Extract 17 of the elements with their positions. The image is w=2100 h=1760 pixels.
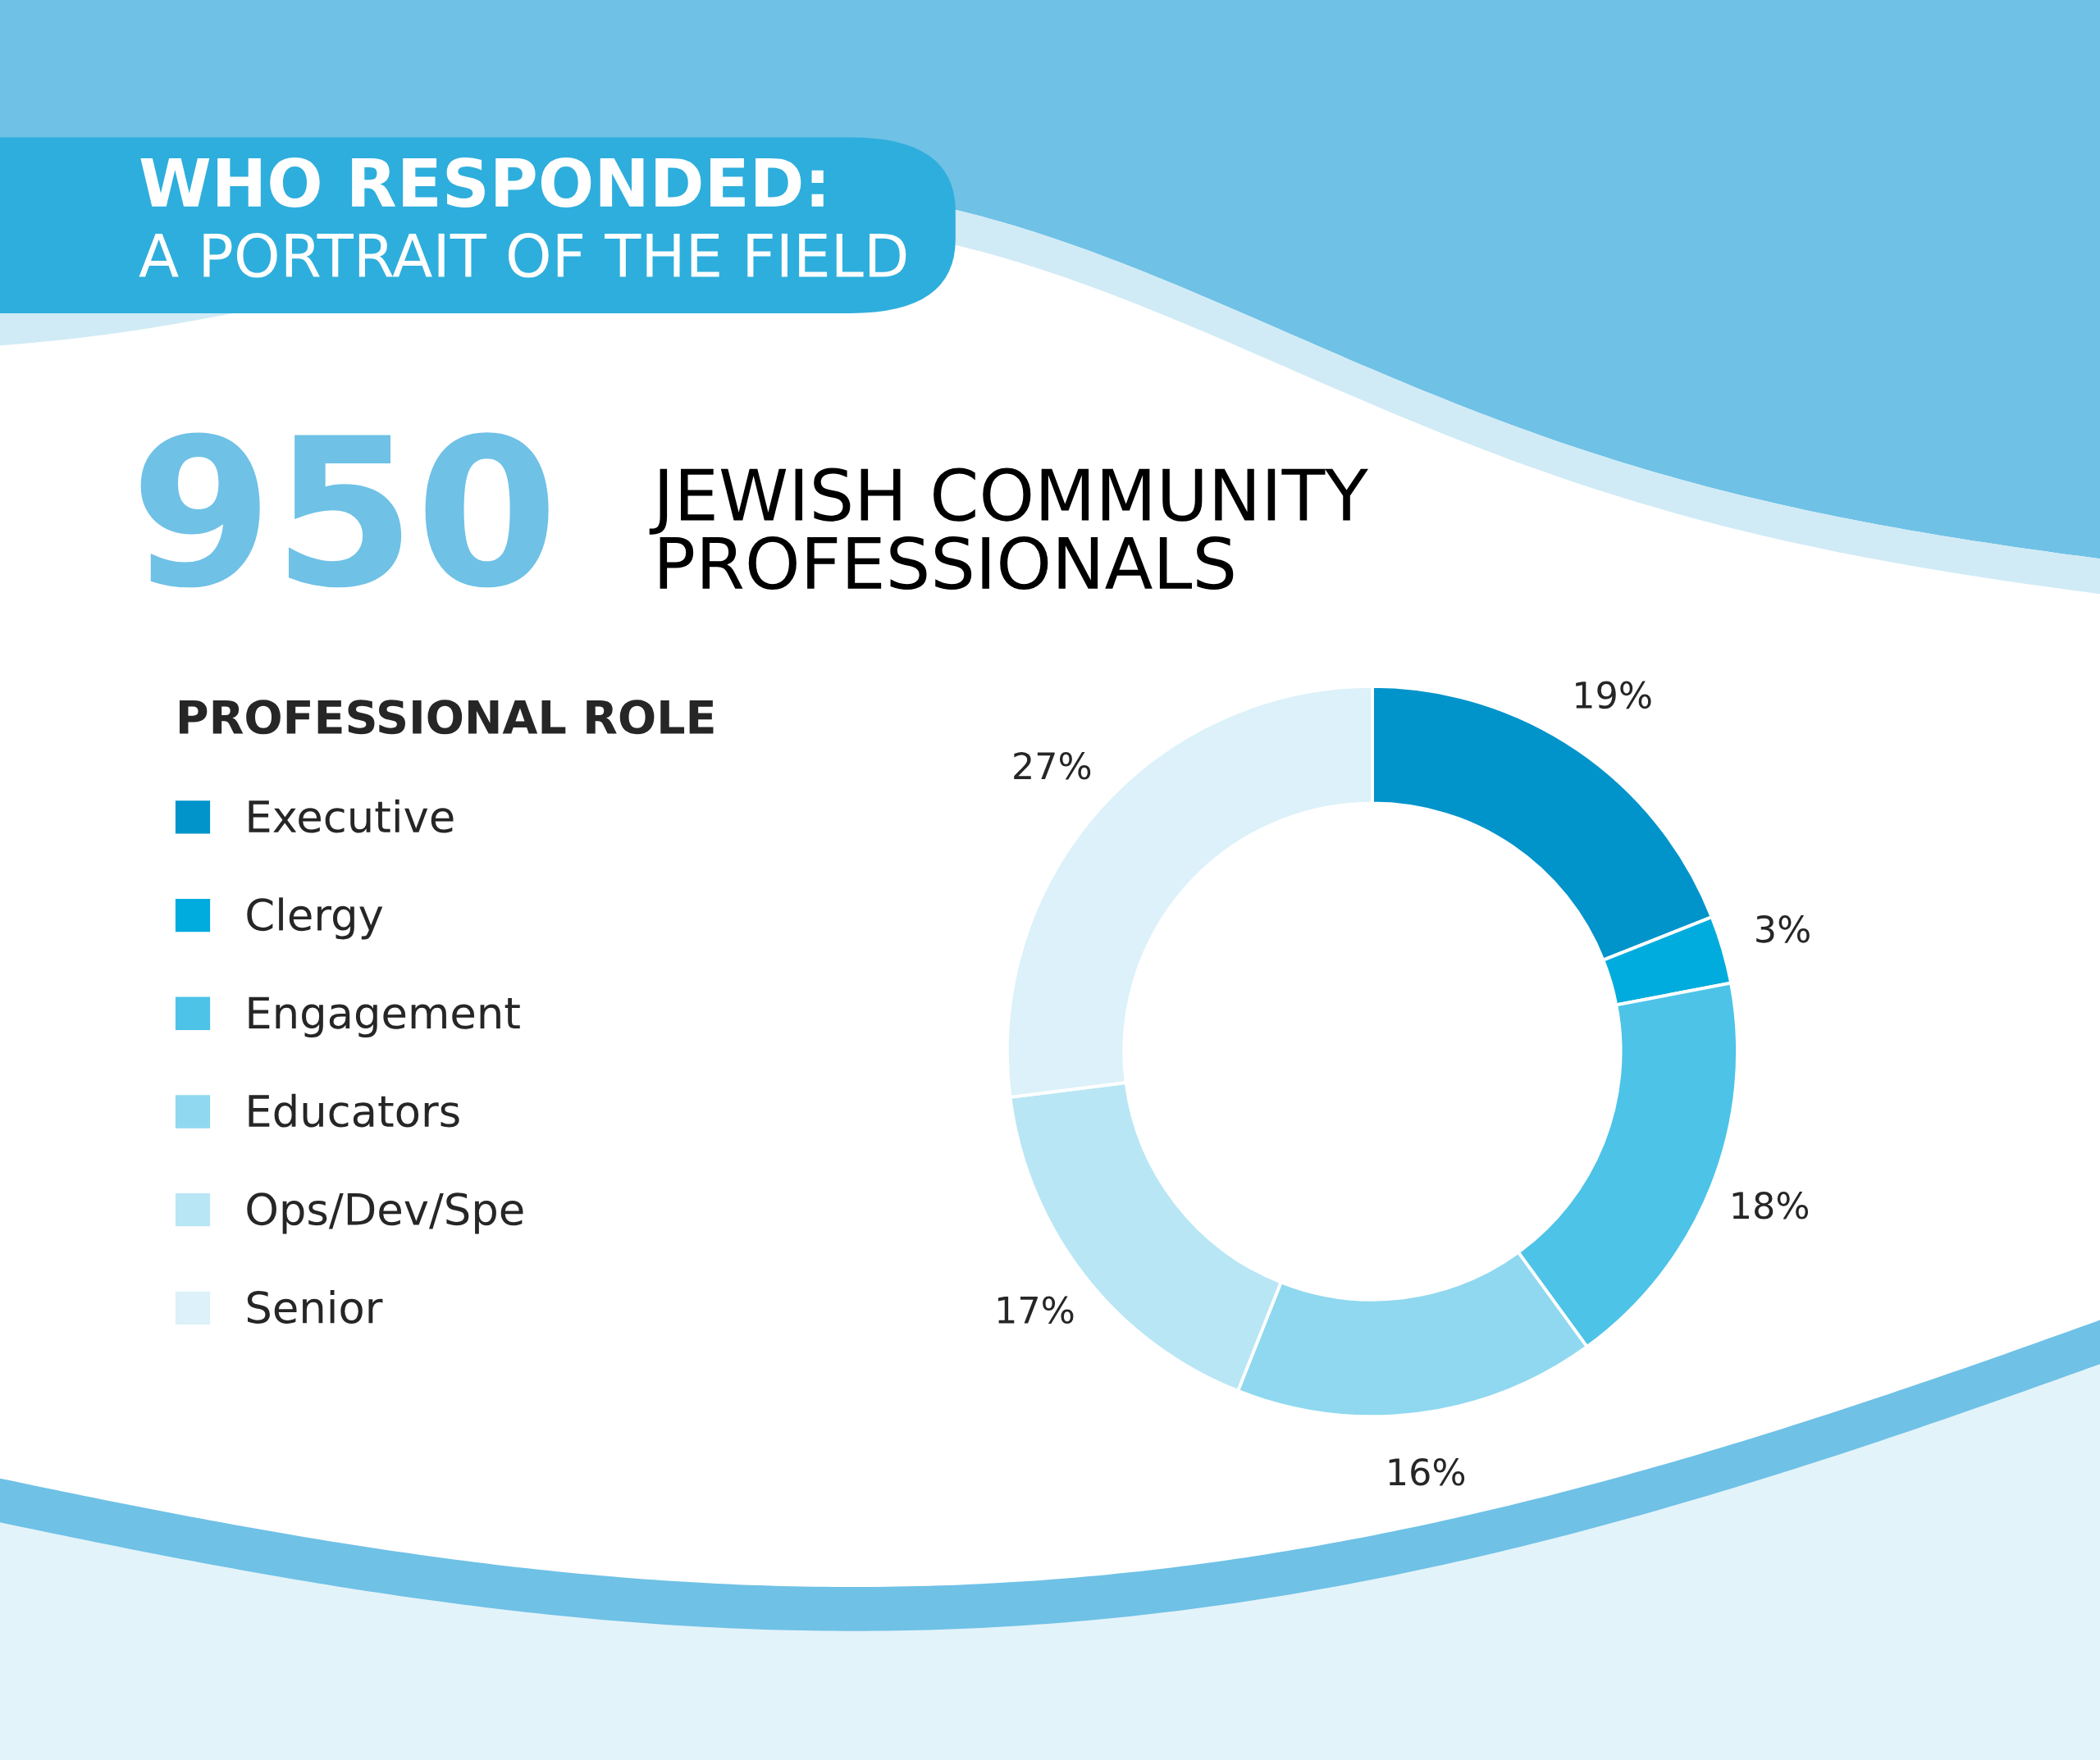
data-label: 16% xyxy=(1389,1457,1465,1486)
text: JEWISH COMMUNITY PROFESSIONALS xyxy=(649,467,1368,590)
legend-label: Ops/Dev/Spe xyxy=(247,1192,523,1234)
text: 950 xyxy=(140,432,549,588)
data-label: 17% xyxy=(998,1296,1074,1325)
data-label: 19% xyxy=(1576,681,1651,709)
legend-title: PROFESSIONAL ROLE xyxy=(180,700,714,735)
legend-label: Educators xyxy=(249,1093,459,1128)
chart-subtitle: A PORTRAIT OF THE FIELD xyxy=(139,232,906,278)
data-label: 27% xyxy=(1014,751,1091,780)
legend-label: Executive xyxy=(249,799,454,833)
legend-label: Engagement xyxy=(249,996,520,1038)
chart-title: WHO RESPONDED: xyxy=(140,157,824,207)
data-label: 3% xyxy=(1756,915,1810,943)
legend-label: Senior xyxy=(247,1290,383,1324)
data-label: 18% xyxy=(1732,1192,1809,1220)
legend-label: Clergy xyxy=(247,897,383,940)
